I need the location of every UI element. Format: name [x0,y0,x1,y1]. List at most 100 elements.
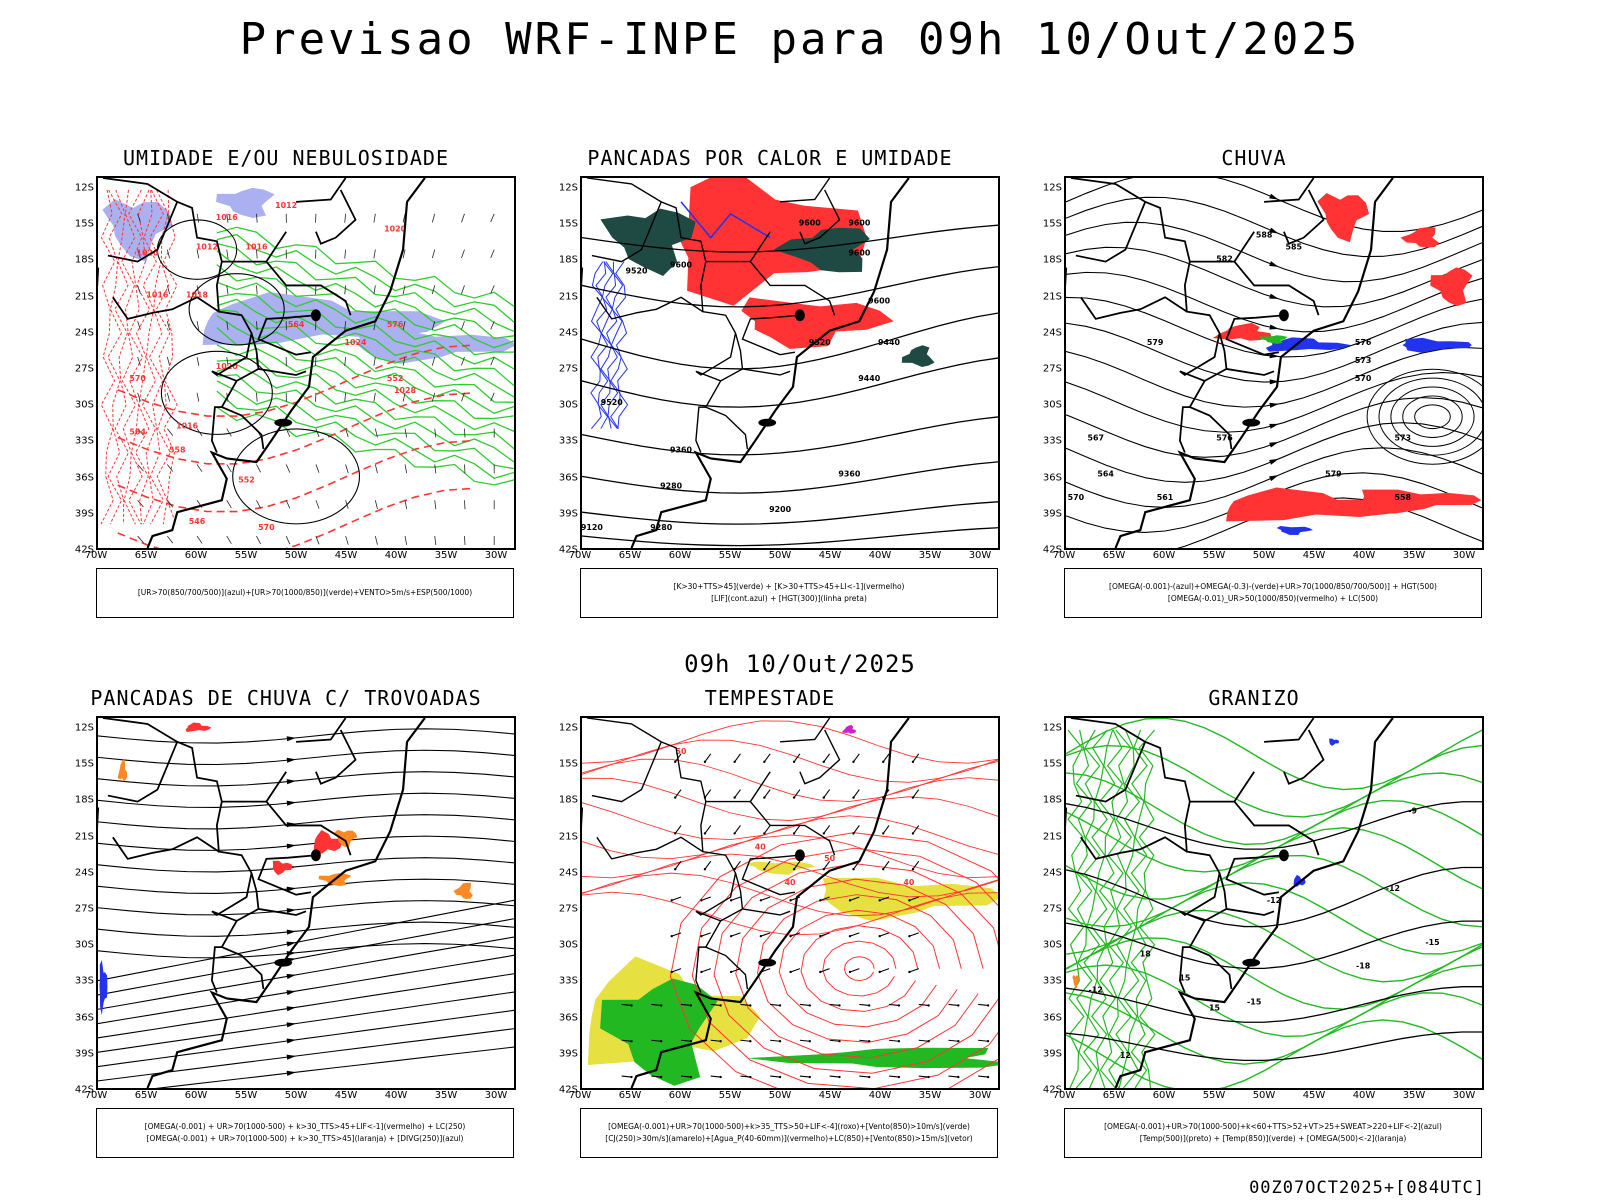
longitude-axis: 70W 65W 60W 55W 50W 45W 40W 35W 30W [85,1090,516,1104]
latitude-axis: 12S 15S 18S 21S 24S 27S 30S 33S 36S 39S 42S [1024,176,1062,556]
contour-label: 18 [1140,950,1152,959]
lon-tick-label: 65W [618,550,642,561]
legend-line: [OMEGA(-0.001)-(azul)+OMEGA(-0.3)-(verde… [1109,582,1437,591]
contour-label: 15 [1179,974,1190,983]
lat-tick-label: 33S [1042,435,1062,447]
contour-label: 570 [129,374,146,383]
contour-label: 12 [1120,1051,1131,1060]
map-frame [96,716,516,1090]
legend-box: [K>30+TTS>45](verde) + [K>30+TTS>45+LI<-… [580,568,998,618]
lat-tick-label: 36S [1042,472,1062,484]
map-frame: -12 -12 -9 -15 -15 -18 -12 15 15 18 12 [1064,716,1484,1090]
lon-tick-label: 50W [1252,550,1276,561]
lat-tick-label: 21S [1042,831,1062,843]
lon-tick-label: 70W [1052,550,1076,561]
contour-label: 546 [189,517,206,526]
contour-label: 9600 [848,249,871,258]
contour-label: 9280 [650,523,673,532]
main-title: Previsao WRF-INPE para 09h 10/Out/2025 [239,14,1361,65]
contour-label: 9520 [601,398,624,407]
lon-tick-label: 70W [568,1090,592,1101]
rain-band-south [1226,487,1409,522]
lon-tick-label: 45W [334,550,358,561]
legend-line: [OMEGA(-0.001)+UR>70(1000-500)+k>35_TTS>… [608,1122,970,1131]
lat-tick-label: 12S [74,182,94,194]
contour-label: -15 [1425,938,1439,947]
lon-tick-label: 35W [1402,550,1426,561]
omega-green-spot [1258,335,1288,345]
severe-purple [841,724,856,734]
contour-label: 9440 [878,338,901,347]
wind-green-south [747,1047,998,1069]
longitude-axis: 70W 65W 60W 55W 50W 45W 40W 35W 30W [569,1090,1000,1104]
lat-tick-label: 21S [558,291,578,303]
omega-blue-band [1265,337,1352,352]
lon-tick-label: 70W [568,550,592,561]
longitude-axis: 70W 65W 60W 55W 50W 45W 40W 35W 30W [1053,1090,1484,1104]
lat-tick-label: 42S [558,1084,578,1096]
contour-label: 9520 [625,266,648,275]
contour-label: 1018 [186,290,209,299]
contour-label: 567 [1087,434,1104,443]
contour-label: 40 [784,878,796,887]
lat-tick-label: 18S [74,794,94,806]
map-frame: 1016 1012 1020 1016 1012 1020 1018 1016 1024 1020… [96,176,516,550]
contour-label: 40 [903,878,915,887]
lon-tick-label: 65W [134,1090,158,1101]
lon-tick-label: 40W [1352,550,1376,561]
lon-tick-label: 40W [868,550,892,561]
map-frame: 9600 9600 9600 9520 9600 9520 9600 9520 9440 9440… [580,176,1000,550]
lon-tick-label: 35W [434,1090,458,1101]
k-tts-teal-west [600,208,696,277]
contour-label: 50 [676,747,688,756]
contour-label: 582 [1216,255,1233,264]
latitude-axis: 12S 15S 18S 21S 24S 27S 30S 33S 36S 39S 42S [56,176,94,556]
lon-tick-label: 35W [434,550,458,561]
contour-label: 1012 [196,243,218,252]
contour-label: 576 [387,320,404,329]
lon-tick-label: 60W [1152,550,1176,561]
lat-tick-label: 18S [558,254,578,266]
omega-blue-east [1402,337,1472,353]
lat-tick-label: 33S [558,975,578,987]
lon-tick-label: 50W [768,550,792,561]
rain-spot-east [1430,267,1473,307]
contour-label: 558 [169,446,186,455]
thunder-orange-1 [333,829,358,848]
contour-label: 552 [238,475,255,484]
contour-label: 1016 [245,243,268,252]
lat-tick-label: 18S [558,794,578,806]
panel-title: CHUVA [1221,146,1287,170]
lat-tick-label: 12S [558,182,578,194]
rain-band-south-2 [1361,489,1482,514]
lon-tick-label: 45W [334,1090,358,1101]
lon-tick-label: 45W [1302,1090,1326,1101]
contour-label: 579 [1147,338,1164,347]
map-canvas: 1016 1012 1020 1016 1012 1020 1018 1016 1024 1020… [98,178,514,548]
contour-label: 9600 [848,219,871,228]
lat-tick-label: 42S [74,544,94,556]
contour-label: 585 [1286,243,1303,252]
omega-orange-west [1072,974,1080,989]
legend-line: [K>30+TTS>45](verde) + [K>30+TTS>45+LI<-… [673,582,905,591]
legend-line: [OMEGA(-0.001)+UR>70(1000-500)+k<60+TTS>… [1104,1122,1442,1131]
map-canvas: 588 585 582 579 576 573 570 567 564 561 558 576 579 5… [1066,178,1482,548]
contour-label: 1020 [216,362,239,371]
lat-tick-label: 24S [558,867,578,879]
longitude-axis: 70W 65W 60W 55W 50W 45W 40W 35W 30W [1053,550,1484,564]
panel-pancadas-calor: PANCADAS POR CALOR E UMIDADE 12S 15S 18S 21S… [540,146,1000,626]
lat-tick-label: 42S [74,1084,94,1096]
instability-red-mid [741,297,894,349]
lon-tick-label: 65W [134,550,158,561]
legend-line: [OMEGA(-0.001) + UR>70(1000-500) + k>30_… [146,1134,464,1143]
contour-label: 570 [258,523,275,532]
latitude-axis: 12S 15S 18S 21S 24S 27S 30S 33S 36S 39S 42S [1024,716,1062,1096]
lat-tick-label: 36S [74,1012,94,1024]
map-frame: 588 585 582 579 576 573 570 567 564 561 558 576 579 5… [1064,176,1484,550]
lat-tick-label: 33S [1042,975,1062,987]
legend-box: [OMEGA(-0.001) + UR>70(1000-500) + k>30_… [96,1108,514,1158]
legend-box: [OMEGA(-0.001)+UR>70(1000-500)+k>35_TTS>… [580,1108,998,1158]
lat-tick-label: 27S [74,903,94,915]
panel-granizo: GRANIZO 12S 15S 18S 21S 24S 27S 30S 33S 36S 39S 42S… [1024,686,1484,1166]
omega-blue-south [1276,525,1314,535]
